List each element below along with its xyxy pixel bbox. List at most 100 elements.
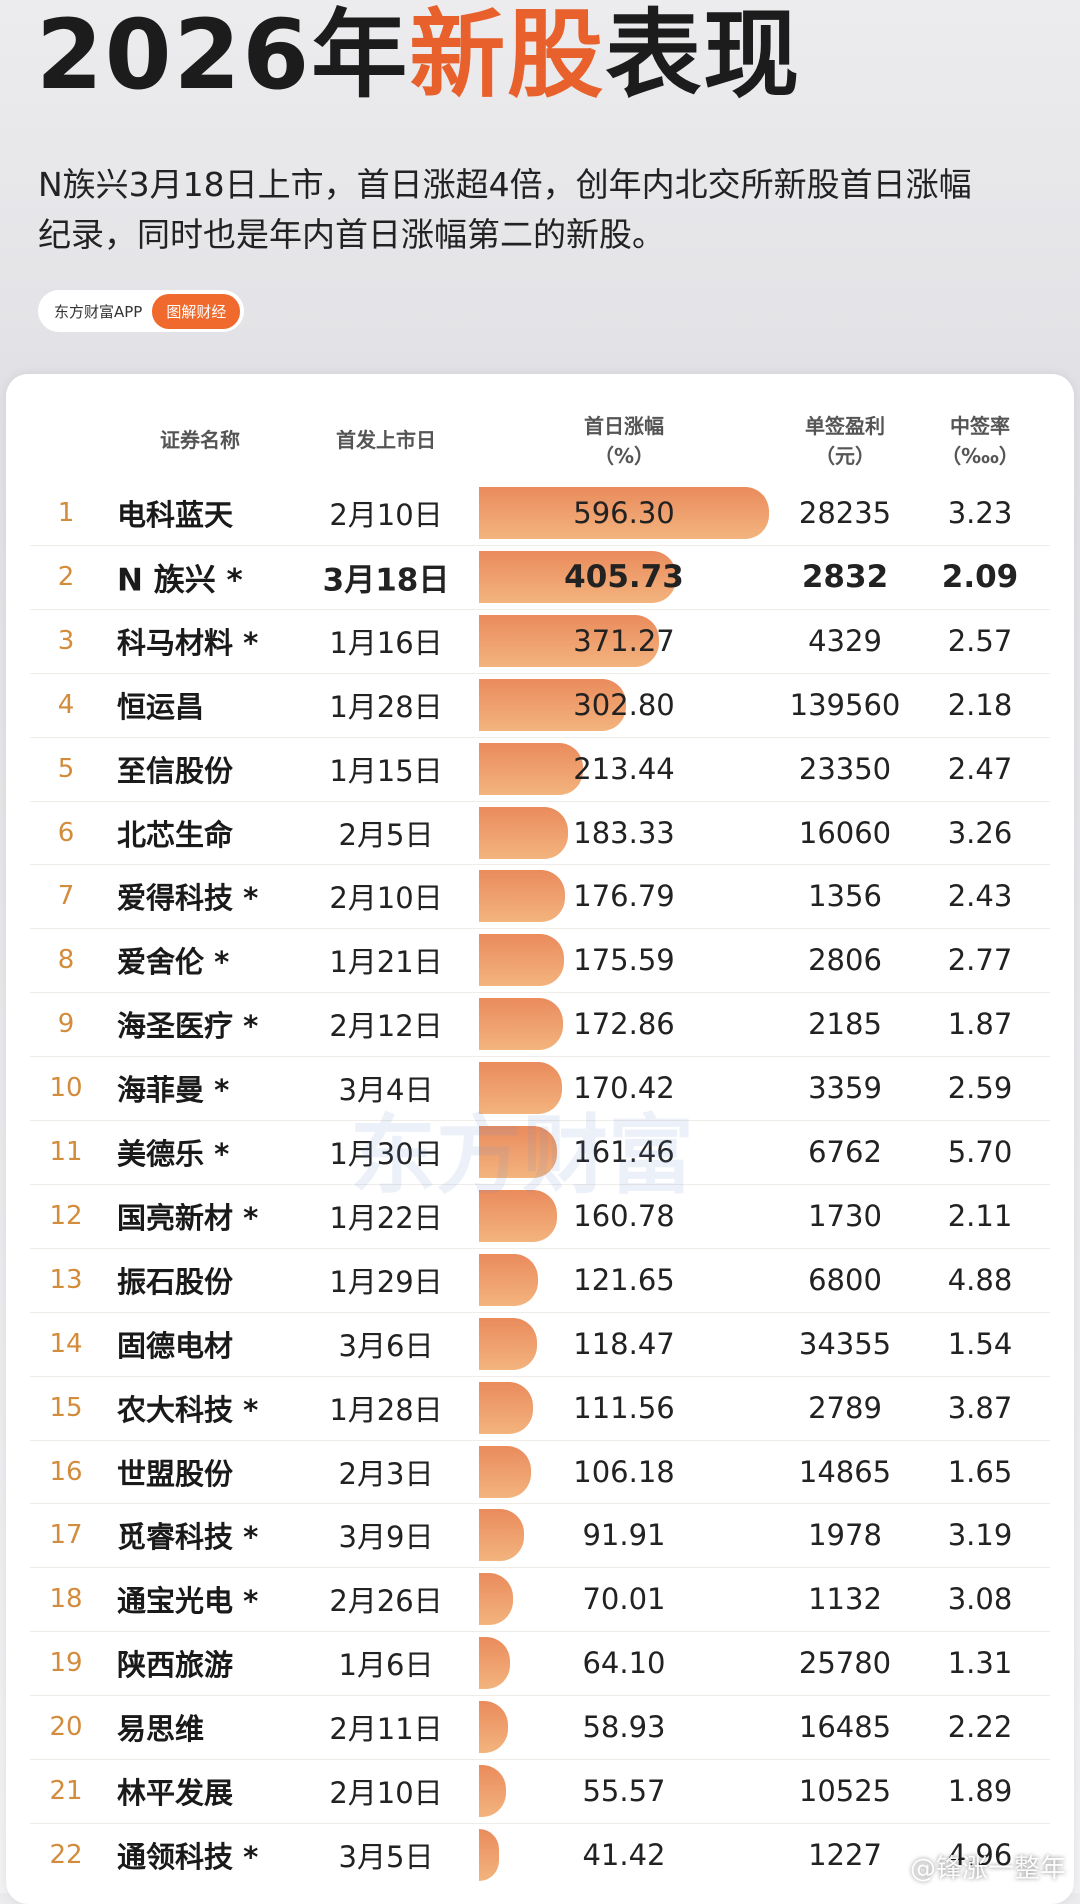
column-unit: （元） [815, 444, 875, 468]
row-separator [30, 800, 1050, 802]
win-rate: 3.26 [947, 815, 1013, 850]
win-rate: 4.96 [947, 1837, 1013, 1872]
rank: 14 [49, 1328, 83, 1359]
gain-bar [479, 1509, 524, 1562]
rank: 17 [49, 1520, 83, 1551]
win-rate: 1.65 [947, 1454, 1013, 1489]
row-separator [30, 1375, 1050, 1377]
win-rate: 3.08 [947, 1582, 1013, 1617]
first-day-gain: 213.44 [573, 751, 675, 786]
list-date: 3月18日 [322, 562, 450, 599]
first-day-gain: 55.57 [582, 1774, 666, 1808]
first-day-gain: 106.18 [573, 1454, 675, 1489]
rank: 13 [49, 1264, 83, 1295]
profit-per-lot: 6762 [808, 1135, 882, 1169]
list-date: 2月5日 [338, 817, 434, 852]
gain-bar [479, 1062, 562, 1115]
gain-bar [479, 1317, 537, 1370]
gain-bar [479, 1189, 558, 1242]
stock-name: 振石股份 [117, 1264, 234, 1299]
rank: 18 [49, 1584, 83, 1615]
list-date: 1月15日 [329, 753, 443, 788]
stock-name: 易思维 [117, 1712, 205, 1747]
list-date: 3月9日 [338, 1520, 434, 1555]
title-part: 2026年 [36, 0, 410, 111]
list-date: 3月5日 [338, 1839, 434, 1874]
column-header: 证券名称 [160, 428, 240, 452]
profit-per-lot: 2185 [808, 1007, 882, 1042]
row-separator [30, 1567, 1050, 1569]
column-unit: （%） [593, 444, 655, 468]
profit-per-lot: 2806 [808, 943, 882, 978]
stock-name: 通宝光电 * [117, 1584, 259, 1619]
gain-bar [479, 934, 565, 987]
win-rate: 2.18 [947, 687, 1013, 722]
stock-name: 国亮新材 * [117, 1200, 259, 1235]
list-date: 2月11日 [329, 1712, 443, 1747]
stock-name: 海菲曼 * [117, 1073, 230, 1108]
gain-bar [479, 870, 565, 923]
gain-bar [479, 550, 677, 603]
source: 东方财富APP [54, 302, 143, 321]
list-date: 1月29日 [329, 1264, 443, 1299]
win-rate: 2.47 [947, 751, 1013, 786]
first-day-gain: 183.33 [573, 815, 675, 850]
profit-per-lot: 16485 [798, 1710, 892, 1745]
list-date: 2月26日 [329, 1584, 443, 1619]
win-rate: 1.31 [947, 1646, 1013, 1681]
rank: 4 [57, 689, 75, 720]
win-rate: 1.89 [947, 1774, 1013, 1808]
profit-per-lot: 1978 [808, 1518, 882, 1553]
rank: 6 [57, 817, 75, 848]
gain-bar [479, 998, 563, 1051]
win-rate: 3.23 [947, 496, 1013, 530]
profit-per-lot: 2832 [801, 558, 889, 595]
stock-name: 农大科技 * [117, 1392, 259, 1427]
profit-per-lot: 3359 [808, 1071, 882, 1106]
list-date: 1月16日 [329, 625, 443, 660]
profit-per-lot: 1227 [808, 1837, 882, 1872]
win-rate: 2.43 [947, 879, 1013, 914]
stock-name: 北芯生命 [117, 817, 234, 852]
rank: 20 [49, 1712, 83, 1743]
first-day-gain: 91.91 [582, 1518, 666, 1553]
win-rate: 2.22 [947, 1710, 1013, 1745]
row-separator [30, 1311, 1050, 1313]
rank: 11 [49, 1137, 83, 1167]
row-separator [30, 1247, 1050, 1249]
row-separator [30, 1695, 1050, 1697]
profit-per-lot: 25780 [798, 1646, 892, 1681]
tag: 图解财经 [152, 293, 241, 329]
profit-per-lot: 14865 [798, 1454, 892, 1489]
rank: 1 [57, 498, 75, 528]
first-day-gain: 121.65 [573, 1262, 675, 1297]
first-day-gain: 405.73 [564, 558, 684, 595]
rank: 9 [57, 1009, 75, 1040]
column-header: 首发上市日 [336, 428, 436, 452]
watermark: 东方财富 [350, 1106, 694, 1206]
gain-bar [479, 1253, 539, 1306]
first-day-gain: 175.59 [573, 943, 675, 978]
stock-name: 林平发展 [117, 1776, 234, 1810]
gain-bar [479, 1126, 558, 1178]
stock-name: 陕西旅游 [117, 1648, 234, 1683]
profit-per-lot: 139560 [789, 687, 901, 722]
stock-name: 世盟股份 [117, 1456, 234, 1491]
rank: 16 [49, 1456, 83, 1487]
rank: 8 [57, 945, 75, 976]
title-highlight: 新股 [409, 0, 606, 111]
subtitle-line: 纪录，同时也是年内首日涨幅第二的新股。 [38, 215, 665, 254]
win-rate: 2.77 [947, 943, 1013, 978]
list-date: 2月10日 [329, 1776, 443, 1810]
win-rate: 4.88 [947, 1262, 1013, 1297]
rank: 10 [49, 1073, 83, 1104]
column-header: 中签率 [950, 414, 1010, 438]
list-date: 3月6日 [338, 1328, 434, 1363]
first-day-gain: 58.93 [582, 1710, 666, 1745]
first-day-gain: 172.86 [573, 1007, 675, 1042]
first-day-gain: 41.42 [582, 1837, 666, 1872]
stock-name: 觅睿科技 * [117, 1520, 259, 1555]
list-date: 1月21日 [329, 945, 443, 980]
stock-name: 海圣医疗 * [117, 1009, 259, 1044]
win-rate: 2.57 [947, 623, 1013, 658]
